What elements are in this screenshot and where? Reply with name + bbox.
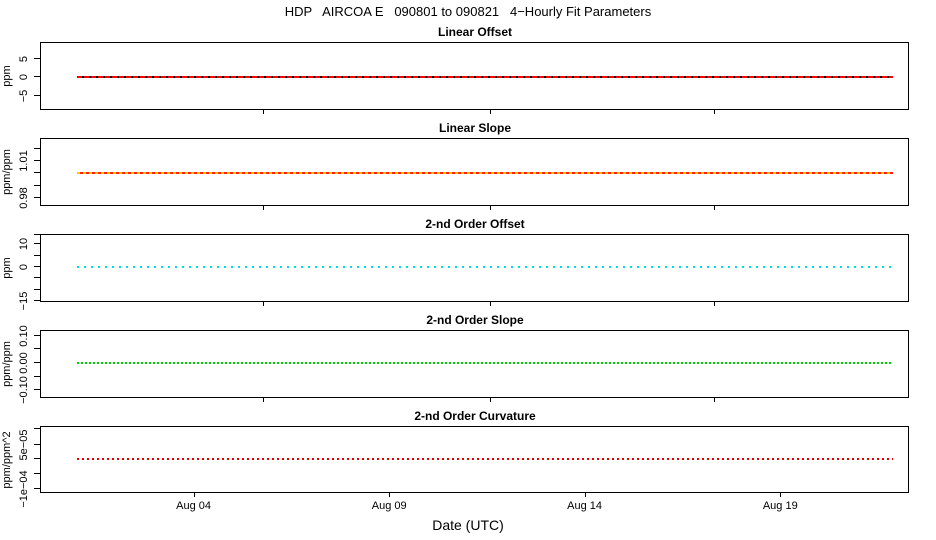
panel-title-linear-slope: Linear Slope [438, 121, 512, 135]
y-axis-label: ppm [1, 65, 13, 87]
x-tick [714, 301, 716, 306]
panel-title-linear-offset: Linear Offset [437, 25, 512, 39]
x-tick [263, 109, 265, 114]
y-tick-label: −15 [18, 291, 30, 311]
panel-2nd-order-slope: ppm/ppm 0.10 0.00 −0.10 [1, 325, 909, 404]
data-line [76, 458, 893, 461]
y-tick [34, 300, 40, 301]
y-tick-label: 5 [18, 55, 30, 62]
y-tick [34, 375, 40, 377]
x-tick [714, 205, 716, 210]
y-tick [34, 488, 40, 490]
x-tick-label: Aug 09 [371, 500, 407, 512]
y-tick [34, 348, 40, 350]
y-tick [34, 427, 40, 429]
y-tick [34, 362, 40, 363]
x-tick [489, 109, 491, 114]
data-line [76, 362, 893, 364]
y-axis-label: ppm/ppm [1, 149, 13, 195]
y-tick-label: 5e−05 [18, 429, 30, 460]
y-tick [34, 277, 40, 279]
y-tick-label: 0 [18, 263, 30, 271]
y-tick [34, 184, 40, 186]
panel-title-2nd-order-slope: 2-nd Order Slope [426, 313, 524, 327]
data-line [76, 75, 893, 78]
panel-linear-slope: ppm/ppm 1.01 0.98 [1, 138, 909, 210]
y-axis-label: ppm/ppm^2 [1, 430, 13, 489]
x-tick-label: Aug 14 [567, 500, 603, 512]
x-tick [584, 492, 586, 497]
y-tick-label: 0.98 [18, 187, 30, 209]
y-tick [34, 443, 40, 445]
y-tick [34, 458, 40, 460]
x-tick [263, 205, 265, 210]
y-axis-label: ppm [1, 257, 13, 279]
y-tick [34, 254, 40, 256]
x-tick [193, 492, 195, 497]
y-tick [34, 75, 40, 77]
panel-title-2nd-order-offset: 2-nd Order Offset [425, 217, 525, 231]
x-tick [389, 492, 391, 497]
y-tick-label: 0.10 [18, 324, 30, 347]
y-tick [34, 94, 40, 96]
x-tick [263, 397, 265, 402]
y-axis-label: ppm/ppm [1, 341, 13, 387]
x-axis-title: Date (UTC) [432, 517, 504, 533]
y-tick-label: 0.00 [18, 352, 30, 374]
y-tick-label: 0 [18, 73, 30, 81]
data-line [76, 266, 893, 268]
y-tick [34, 234, 40, 235]
y-tick [34, 243, 40, 245]
y-tick [34, 172, 40, 174]
x-tick [263, 301, 265, 306]
x-tick [714, 397, 716, 402]
y-tick [34, 147, 40, 149]
y-tick [34, 160, 40, 162]
panel-2nd-order-curvature: ppm/ppm^2 5e−05 −1e−04 Aug 04 Aug 09 Aug 14 A… [1, 426, 909, 512]
y-tick [34, 57, 40, 59]
y-tick [34, 389, 40, 391]
x-tick-label: Aug 04 [176, 500, 212, 512]
x-tick-label: Aug 19 [762, 500, 798, 512]
data-line [76, 172, 893, 175]
y-tick-label: −1e−04 [18, 470, 30, 509]
x-tick [714, 109, 716, 114]
y-tick [34, 196, 40, 198]
x-tick [780, 492, 782, 497]
figure-title: HDP AIRCOA E 090801 to 090821 4−Hourly F… [284, 4, 652, 19]
x-tick [489, 397, 491, 402]
panel-title-2nd-order-curvature: 2-nd Order Curvature [414, 409, 536, 423]
y-tick [34, 288, 40, 290]
y-tick [34, 334, 40, 336]
y-tick-label: −5 [18, 89, 30, 103]
x-tick [489, 301, 491, 306]
y-tick [34, 472, 40, 474]
y-tick-label: 10 [18, 238, 30, 251]
y-tick-label: −0.10 [18, 376, 30, 405]
y-tick-label: 1.01 [18, 150, 30, 172]
panel-2nd-order-offset: ppm 10 0 −15 [1, 234, 909, 310]
panel-linear-offset: ppm 5 0 −5 [1, 42, 909, 114]
x-tick [489, 205, 491, 210]
y-tick [34, 266, 40, 267]
